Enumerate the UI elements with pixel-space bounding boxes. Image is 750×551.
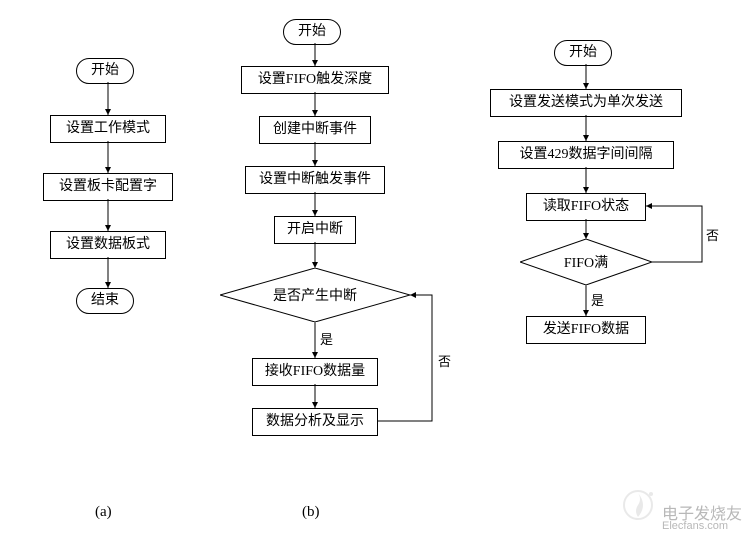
c-decision-yes-label: 是 bbox=[591, 290, 604, 309]
watermark-subtext: Elecfans.com bbox=[662, 520, 728, 532]
c-decision-no-label: 否 bbox=[706, 225, 719, 244]
c-edges bbox=[0, 0, 750, 551]
watermark-icon bbox=[618, 485, 658, 525]
diagram-canvas: 开始 设置工作模式 设置板卡配置字 设置数据板式 结束 (a) 开始 设置FIF… bbox=[0, 0, 750, 551]
